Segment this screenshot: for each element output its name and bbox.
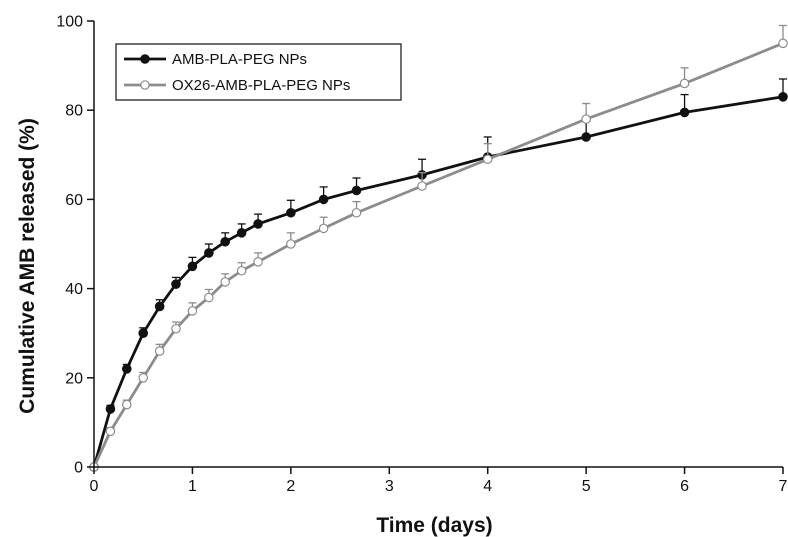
data-point: [351, 185, 362, 196]
data-point: [105, 404, 116, 414]
data-point: [121, 364, 132, 374]
data-point: [187, 306, 198, 316]
series-line: [92, 95, 784, 468]
data-point: [778, 92, 788, 102]
legend: AMB-PLA-PEG NPs OX26-AMB-PLA-PEG NPs: [115, 43, 402, 101]
x-tick-label: 2: [286, 478, 295, 495]
data-point: [253, 219, 263, 229]
y-tick-label: 60: [65, 192, 83, 209]
data-point: [778, 38, 788, 49]
legend-label: OX26-AMB-PLA-PEG NPs: [172, 77, 350, 94]
data-point: [154, 346, 165, 356]
data-point: [121, 399, 132, 410]
series-line: [92, 42, 784, 468]
data-point: [236, 265, 247, 276]
data-point: [417, 181, 427, 191]
data-point: [171, 323, 181, 334]
data-point: [581, 114, 591, 124]
data-point: [138, 372, 149, 383]
x-tick-label: 7: [779, 478, 788, 495]
data-point: [220, 236, 231, 247]
series-2: [89, 24, 788, 472]
data-point: [171, 279, 181, 289]
data-point: [253, 257, 263, 267]
x-tick-label: 6: [680, 478, 689, 495]
data-point: [138, 328, 149, 338]
data-point: [581, 132, 591, 142]
y-tick-label: 20: [65, 370, 83, 387]
legend-swatch-marker: [140, 54, 150, 64]
axes: 0 20 40 60 80 100 0 1 2 3 4 5 6 7: [56, 14, 787, 496]
legend-label: AMB-PLA-PEG NPs: [172, 51, 307, 68]
data-point: [105, 426, 116, 437]
data-point: [286, 239, 296, 249]
legend-box: [115, 43, 402, 101]
data-point: [318, 223, 329, 234]
data-point: [204, 248, 214, 258]
x-axis-title: Time (days): [376, 514, 492, 537]
data-point: [679, 78, 690, 89]
x-tick-label: 1: [188, 478, 197, 495]
series-1: [89, 78, 788, 472]
data-point: [318, 194, 329, 205]
legend-swatch-marker: [140, 80, 150, 90]
data-point: [482, 154, 493, 165]
data-point: [204, 292, 214, 303]
plot-area: [89, 24, 788, 472]
y-tick-label: 40: [65, 281, 83, 298]
data-point: [286, 207, 296, 218]
y-tick-label: 0: [74, 460, 83, 477]
x-tick-label: 3: [385, 478, 394, 495]
data-point: [154, 301, 165, 312]
data-point: [236, 228, 247, 238]
data-point: [187, 261, 198, 272]
data-point: [351, 207, 362, 218]
data-point: [679, 107, 690, 118]
data-point: [220, 277, 231, 287]
x-tick-label: 0: [90, 478, 99, 495]
x-tick-label: 4: [483, 478, 492, 495]
x-tick-label: 5: [582, 478, 591, 495]
y-axis-title: Cumulative AMB released (%): [16, 118, 39, 414]
y-tick-label: 100: [56, 14, 83, 31]
y-tick-label: 80: [65, 103, 83, 120]
